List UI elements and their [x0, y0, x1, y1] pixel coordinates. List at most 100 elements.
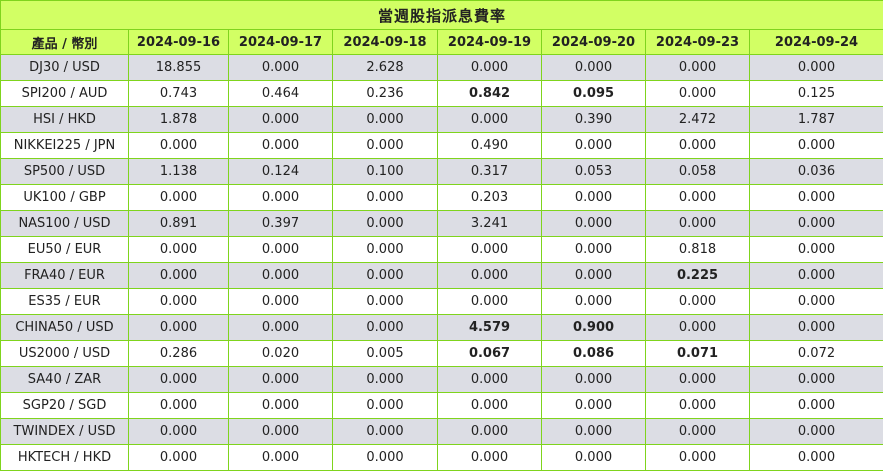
rate-cell: 0.000 — [333, 237, 438, 263]
rate-cell: 0.124 — [229, 159, 333, 185]
rate-cell: 0.000 — [542, 289, 646, 315]
rate-cell: 0.000 — [333, 263, 438, 289]
rate-cell: 0.000 — [646, 55, 750, 81]
rate-cell: 0.000 — [129, 185, 229, 211]
rate-cell: 0.842 — [438, 81, 542, 107]
rate-cell: 18.855 — [129, 55, 229, 81]
product-cell: SPI200 / AUD — [1, 81, 129, 107]
product-cell: HKTECH / HKD — [1, 445, 129, 471]
rate-cell: 0.000 — [229, 263, 333, 289]
rate-cell: 0.000 — [750, 133, 883, 159]
rate-cell: 0.000 — [438, 289, 542, 315]
rate-cell: 0.286 — [129, 341, 229, 367]
rate-cell: 0.000 — [646, 315, 750, 341]
rate-cell: 0.000 — [542, 263, 646, 289]
column-header-date: 2024-09-16 — [129, 30, 229, 55]
product-cell: EU50 / EUR — [1, 237, 129, 263]
rate-cell: 0.464 — [229, 81, 333, 107]
rate-cell: 0.000 — [229, 367, 333, 393]
rate-cell: 0.000 — [229, 107, 333, 133]
product-cell: DJ30 / USD — [1, 55, 129, 81]
rate-cell: 0.000 — [542, 237, 646, 263]
rate-cell: 0.072 — [750, 341, 883, 367]
rate-cell: 0.000 — [333, 211, 438, 237]
rate-cell: 0.000 — [646, 289, 750, 315]
rate-cell: 0.020 — [229, 341, 333, 367]
rate-cell: 4.579 — [438, 315, 542, 341]
column-header-date: 2024-09-18 — [333, 30, 438, 55]
rate-cell: 0.000 — [750, 237, 883, 263]
rate-cell: 0.095 — [542, 81, 646, 107]
rate-cell: 0.000 — [542, 419, 646, 445]
rate-cell: 0.000 — [750, 55, 883, 81]
column-header-product: 產品 / 幣別 — [1, 30, 129, 55]
rate-cell: 0.000 — [646, 393, 750, 419]
rate-cell: 0.058 — [646, 159, 750, 185]
product-cell: US2000 / USD — [1, 341, 129, 367]
product-cell: HSI / HKD — [1, 107, 129, 133]
rate-cell: 0.000 — [750, 263, 883, 289]
rate-cell: 0.000 — [229, 393, 333, 419]
rate-cell: 0.390 — [542, 107, 646, 133]
rate-cell: 0.000 — [750, 185, 883, 211]
product-cell: NAS100 / USD — [1, 211, 129, 237]
rate-cell: 0.000 — [129, 315, 229, 341]
rate-cell: 0.100 — [333, 159, 438, 185]
column-header-date: 2024-09-20 — [542, 30, 646, 55]
product-cell: SGP20 / SGD — [1, 393, 129, 419]
rate-cell: 0.000 — [229, 237, 333, 263]
rate-cell: 0.000 — [438, 393, 542, 419]
rate-cell: 0.000 — [229, 445, 333, 471]
rate-cell: 0.203 — [438, 185, 542, 211]
rate-cell: 0.000 — [646, 185, 750, 211]
rate-cell: 0.000 — [129, 263, 229, 289]
rate-cell: 0.000 — [229, 315, 333, 341]
rate-cell: 0.000 — [646, 419, 750, 445]
rate-cell: 0.000 — [333, 445, 438, 471]
rate-cell: 0.900 — [542, 315, 646, 341]
table-title: 當週股指派息費率 — [1, 1, 883, 30]
rate-cell: 0.000 — [542, 55, 646, 81]
rate-cell: 0.000 — [129, 367, 229, 393]
column-header-date: 2024-09-24 — [750, 30, 883, 55]
column-header-date: 2024-09-23 — [646, 30, 750, 55]
rate-cell: 0.000 — [438, 367, 542, 393]
rate-cell: 0.000 — [438, 237, 542, 263]
rate-cell: 0.000 — [333, 289, 438, 315]
rate-cell: 0.000 — [750, 315, 883, 341]
rate-cell: 1.878 — [129, 107, 229, 133]
rate-cell: 0.000 — [129, 289, 229, 315]
rate-cell: 0.000 — [542, 211, 646, 237]
rate-cell: 0.000 — [646, 133, 750, 159]
rate-cell: 0.125 — [750, 81, 883, 107]
rate-cell: 0.000 — [129, 393, 229, 419]
rate-cell: 0.000 — [229, 419, 333, 445]
table-header: 當週股指派息費率 產品 / 幣別 2024-09-16 2024-09-17 2… — [1, 1, 883, 55]
rate-cell: 0.225 — [646, 263, 750, 289]
rate-cell: 0.000 — [750, 367, 883, 393]
product-cell: FRA40 / EUR — [1, 263, 129, 289]
rate-cell: 0.000 — [438, 263, 542, 289]
rate-cell: 0.743 — [129, 81, 229, 107]
rate-cell: 0.000 — [333, 419, 438, 445]
rate-cell: 0.490 — [438, 133, 542, 159]
product-cell: SA40 / ZAR — [1, 367, 129, 393]
column-header-date: 2024-09-17 — [229, 30, 333, 55]
rate-cell: 1.787 — [750, 107, 883, 133]
rate-cell: 0.000 — [750, 393, 883, 419]
